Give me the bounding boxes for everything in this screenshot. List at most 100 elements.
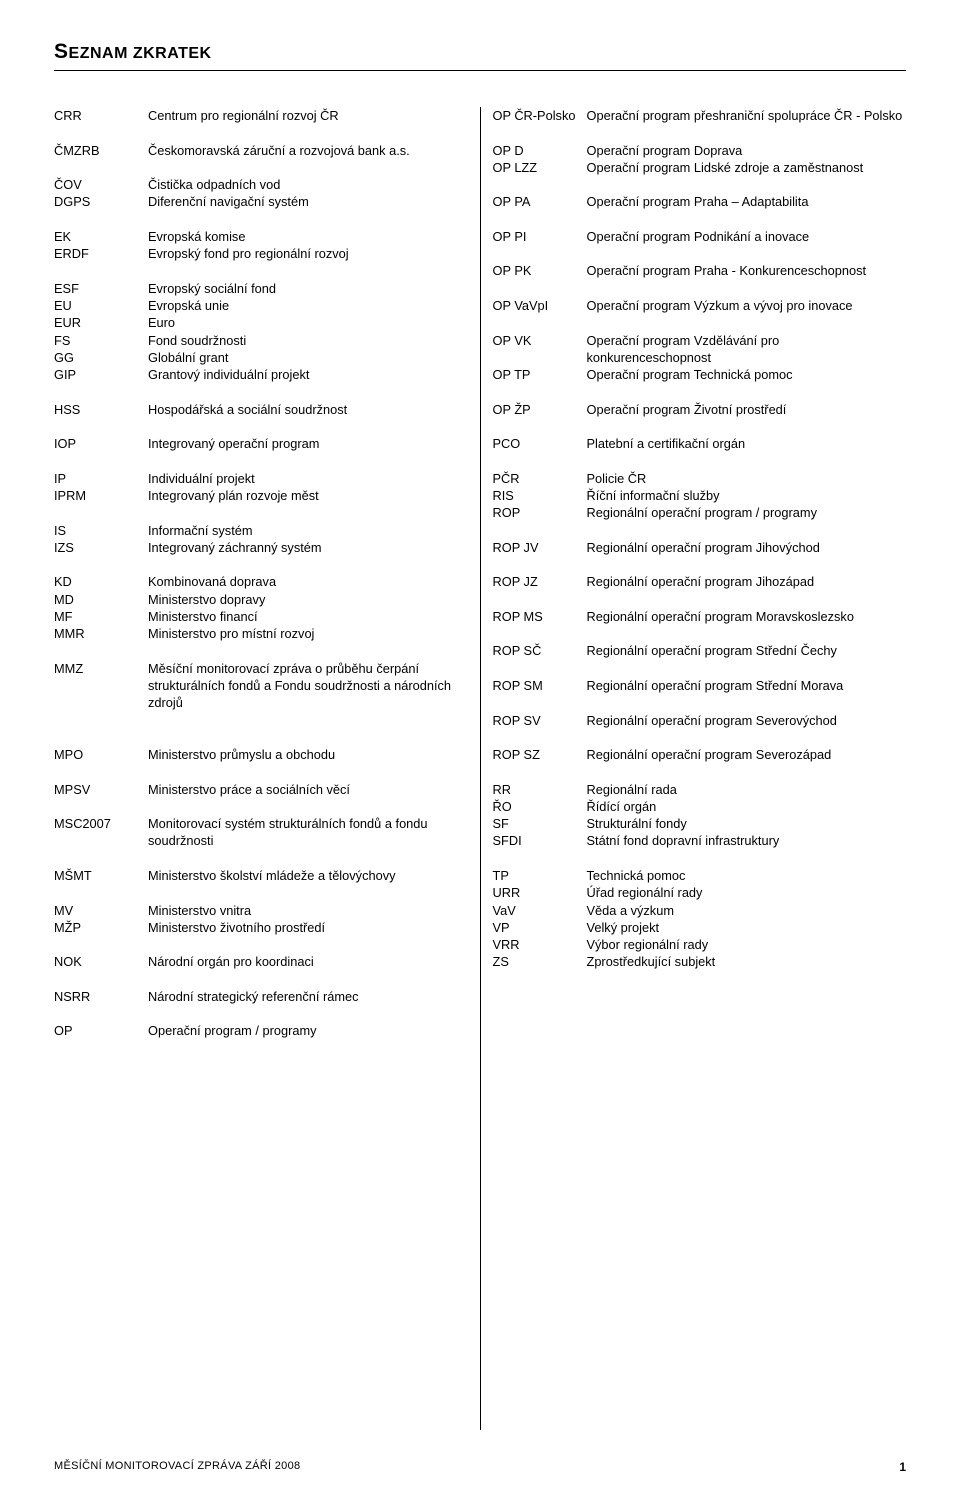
def-entry: Ministerstvo životního prostředí [148,919,468,954]
def-entry: Ministerstvo financí [148,608,468,625]
def-entry: Platební a certifikační orgán [587,435,907,470]
abbr-entry: IOP [54,435,148,470]
abbr-entry: ROP SV [493,712,587,747]
def-entry: Výbor regionální rady [587,936,907,953]
abbr-entry: VP [493,919,587,936]
abbr-entry: URR [493,884,587,901]
abbr-entry: KD [54,573,148,590]
def-entry: Českomoravská záruční a rozvojová bank a… [148,142,468,177]
def-entry: Evropský fond pro regionální rozvoj [148,245,468,280]
abbr-entry: ROP MS [493,608,587,643]
def-entry: Evropský sociální fond [148,280,468,297]
def-entry: Ministerstvo dopravy [148,591,468,608]
abbr-entry: OP TP [493,366,587,401]
def-entry: Regionální operační program Moravskoslez… [587,608,907,643]
abbr-entry: RIS [493,487,587,504]
title-rest: EZNAM ZKRATEK [69,45,212,62]
abbr-entry: ROP [493,504,587,539]
abbr-entry: OP PA [493,193,587,228]
page: SEZNAM ZKRATEK CRRČMZRBČOVDGPSEKERDFESFE… [0,0,960,1504]
def-entry: Řídící orgán [587,798,907,815]
def-entry: Velký projekt [587,919,907,936]
abbr-entry: FS [54,332,148,349]
abbr-entry: RR [493,781,587,798]
def-entry: Monitorovací systém strukturálních fondů… [148,815,468,867]
def-entry: Policie ČR [587,470,907,487]
abbr-entry: OP ŽP [493,401,587,436]
def-entry: Hospodářská a sociální soudržnost [148,401,468,436]
def-entry: Ministerstvo školství mládeže a tělových… [148,867,468,902]
def-entry: Integrovaný plán rozvoje měst [148,487,468,522]
abbr-entry: MPO [54,746,148,781]
def-entry: Čistička odpadních vod [148,176,468,193]
def-entry: Úřad regionální rady [587,884,907,901]
abbr-entry: HSS [54,401,148,436]
def-entry: Fond soudržnosti [148,332,468,349]
def-entry: Operační program přeshraniční spolupráce… [587,107,907,142]
abbr-entry: ROP SM [493,677,587,712]
def-entry: Operační program Životní prostředí [587,401,907,436]
right-abbr-column: OP ČR-PolskoOP DOP LZZOP PAOP PIOP PKOP … [493,107,587,1430]
abbr-entry: ČOV [54,176,148,193]
def-entry: Informační systém [148,522,468,539]
abbr-entry: SFDI [493,832,587,867]
right-column: OP ČR-PolskoOP DOP LZZOP PAOP PIOP PKOP … [481,107,907,1430]
abbr-entry: ROP JZ [493,573,587,608]
abbr-entry: PČR [493,470,587,487]
left-abbr-column: CRRČMZRBČOVDGPSEKERDFESFEUEURFSGGGIPHSSI… [54,107,148,1430]
def-entry: Operační program Výzkum a vývoj pro inov… [587,297,907,332]
def-entry: Operační program Lidské zdroje a zaměstn… [587,159,907,194]
abbr-entry: VRR [493,936,587,953]
def-entry: Operační program / programy [148,1022,468,1057]
abbr-entry: OP LZZ [493,159,587,194]
abbr-entry: OP VK [493,332,587,367]
abbr-entry: PCO [493,435,587,470]
abbr-entry: MŠMT [54,867,148,902]
abbr-entry: MMZ [54,660,148,746]
def-entry: Globální grant [148,349,468,366]
def-entry: Regionální operační program Severozápad [587,746,907,781]
abbr-entry: NOK [54,953,148,988]
abbr-entry: MF [54,608,148,625]
def-entry: Technická pomoc [587,867,907,884]
abbr-entry: ŘO [493,798,587,815]
def-entry: Individuální projekt [148,470,468,487]
abbr-entry: ROP JV [493,539,587,574]
columns-wrapper: CRRČMZRBČOVDGPSEKERDFESFEUEURFSGGGIPHSSI… [54,107,906,1430]
def-entry: Evropská unie [148,297,468,314]
def-entry: Ministerstvo pro místní rozvoj [148,625,468,660]
def-entry: Národní strategický referenční rámec [148,988,468,1023]
right-def-column: Operační program přeshraniční spolupráce… [587,107,907,1430]
def-entry: Regionální rada [587,781,907,798]
def-entry: Regionální operační program / programy [587,504,907,539]
abbr-entry: MD [54,591,148,608]
def-entry: Euro [148,314,468,331]
def-entry: Říční informační služby [587,487,907,504]
page-number: 1 [899,1460,906,1474]
def-entry: Ministerstvo průmyslu a obchodu [148,746,468,781]
def-entry: Zprostředkující subjekt [587,953,907,970]
abbr-entry: SF [493,815,587,832]
abbr-entry: OP D [493,142,587,159]
abbr-entry: ERDF [54,245,148,280]
def-entry: Operační program Doprava [587,142,907,159]
def-entry: Evropská komise [148,228,468,245]
def-entry: Měsíční monitorovací zpráva o průběhu če… [148,660,468,746]
def-entry: Integrovaný záchranný systém [148,539,468,574]
def-entry: Ministerstvo vnitra [148,902,468,919]
def-entry: Operační program Vzdělávání pro konkuren… [587,332,907,367]
def-entry: Operační program Technická pomoc [587,366,907,401]
def-entry: Centrum pro regionální rozvoj ČR [148,107,468,142]
abbr-entry: ROP SČ [493,642,587,677]
def-entry: Operační program Podnikání a inovace [587,228,907,263]
abbr-entry: ESF [54,280,148,297]
abbr-entry: OP [54,1022,148,1057]
abbr-entry: TP [493,867,587,884]
abbr-entry: ROP SZ [493,746,587,781]
def-entry: Grantový individuální projekt [148,366,468,401]
def-entry: Regionální operační program Jihozápad [587,573,907,608]
def-entry: Ministerstvo práce a sociálních věcí [148,781,468,816]
abbr-entry: CRR [54,107,148,142]
abbr-entry: EK [54,228,148,245]
abbr-entry: IZS [54,539,148,574]
